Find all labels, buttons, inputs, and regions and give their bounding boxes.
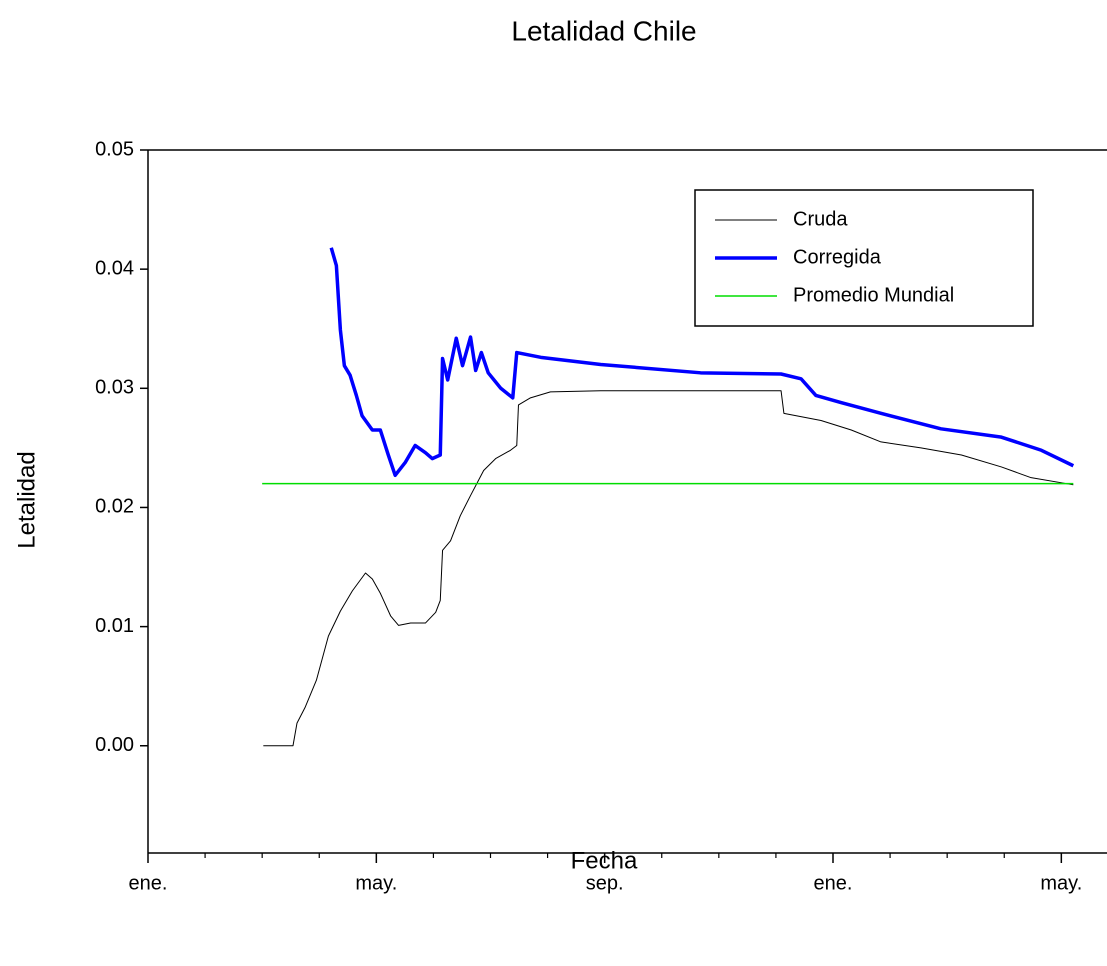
legend-label: Cruda xyxy=(793,208,848,230)
x-tick-label: ene. xyxy=(814,872,853,894)
x-tick-label: may. xyxy=(1040,872,1082,894)
x-tick-label: may. xyxy=(355,872,397,894)
y-tick-label: 0.00 xyxy=(95,734,134,756)
y-tick-label: 0.05 xyxy=(95,138,134,160)
y-tick-label: 0.04 xyxy=(95,257,134,279)
y-tick-label: 0.02 xyxy=(95,496,134,518)
y-tick-label: 0.03 xyxy=(95,377,134,399)
chart-title: Letalidad Chile xyxy=(511,15,696,46)
legend-label: Promedio Mundial xyxy=(793,284,954,306)
y-tick-label: 0.01 xyxy=(95,615,134,637)
x-tick-label: ene. xyxy=(129,872,168,894)
x-tick-label: sep. xyxy=(586,872,624,894)
y-axis-label: Letalidad xyxy=(13,451,40,548)
series-line xyxy=(329,247,1075,478)
series-line xyxy=(263,390,1074,747)
legend-label: Corregida xyxy=(793,246,882,268)
